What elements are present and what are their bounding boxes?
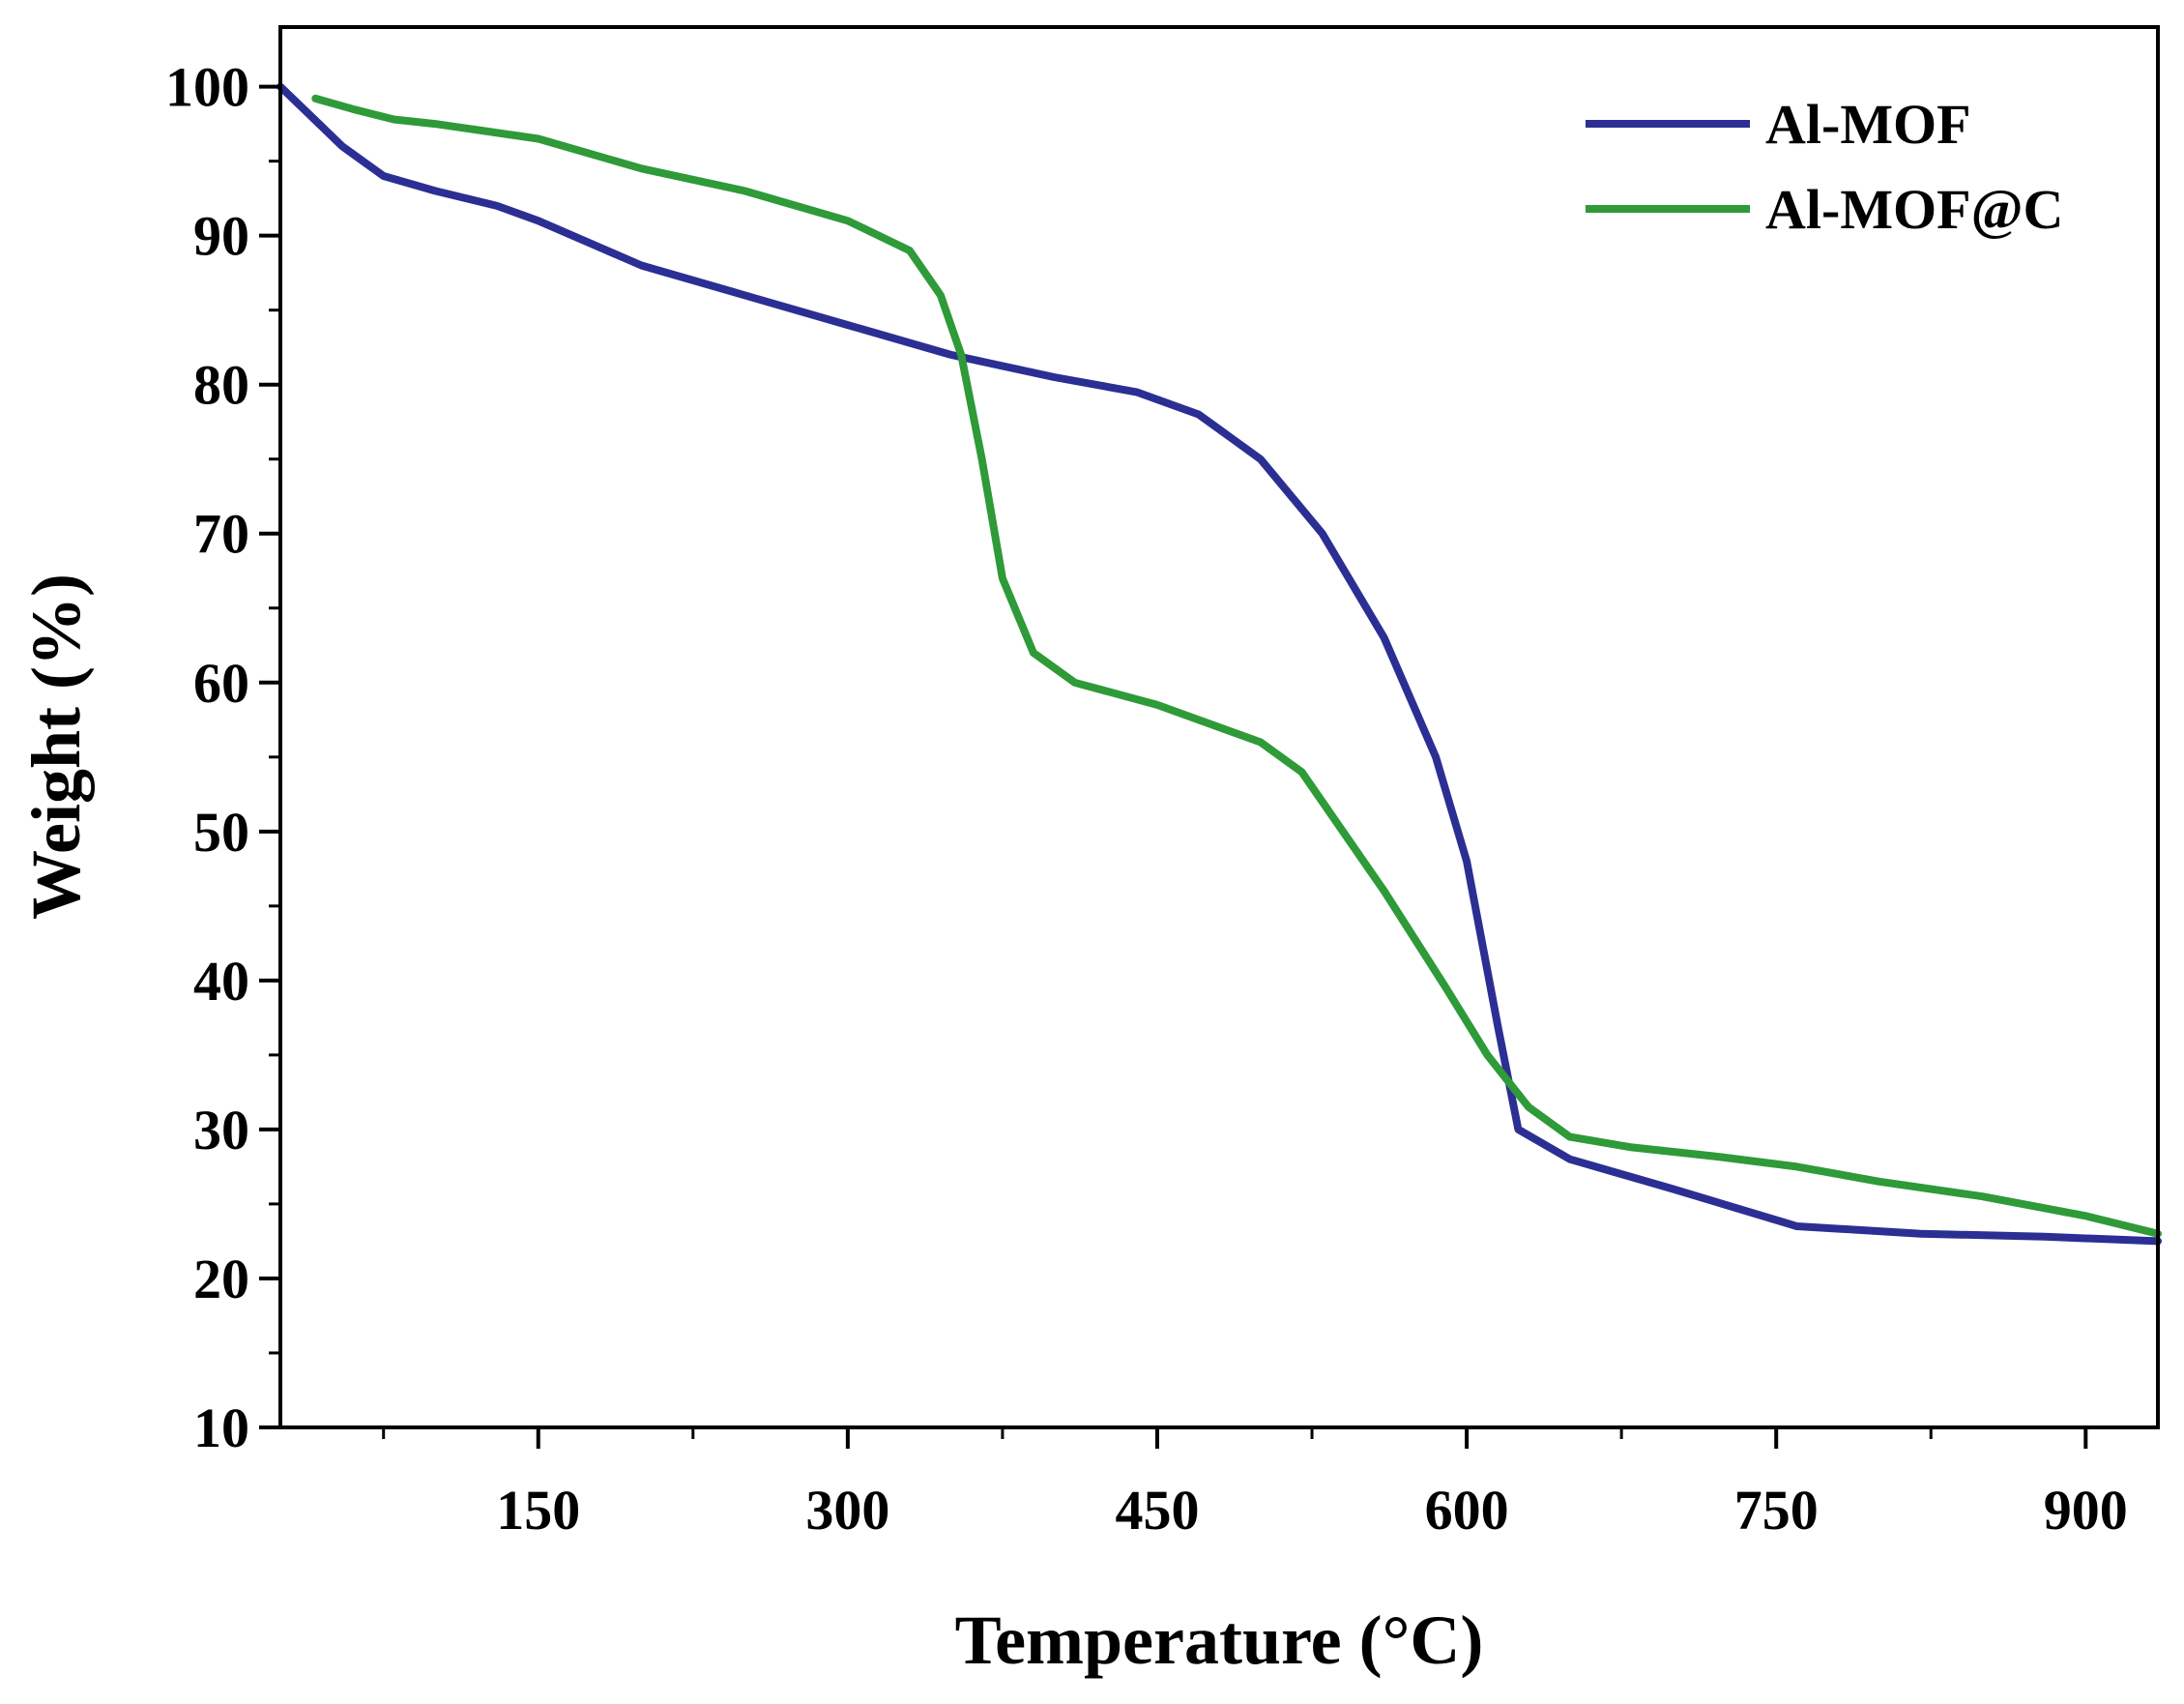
axis-ticks-group: 150 300 450 600 750 900 10 20 30 40 50 60 70 80 90 100: [165, 56, 2128, 1542]
x-tick-label: 300: [805, 1479, 889, 1542]
y-tick-label: 30: [193, 1099, 249, 1161]
series-line-al-mof: [277, 82, 2162, 1246]
legend-label: Al-MOF: [1765, 93, 1971, 156]
y-tick-label: 10: [193, 1396, 249, 1459]
x-tick-label: 450: [1115, 1479, 1199, 1542]
x-tick-label: 600: [1425, 1479, 1509, 1542]
plot-frame: [278, 25, 2160, 1429]
y-tick-label: 90: [193, 205, 249, 268]
y-tick-label: 70: [193, 503, 249, 566]
legend: Al-MOF Al-MOF@C: [1586, 93, 2063, 241]
y-tick-label: 100: [165, 56, 249, 119]
plot-series-group: [277, 82, 2162, 1246]
x-axis-title: Temperature (°C): [955, 1601, 1484, 1679]
y-tick-label: 40: [193, 950, 249, 1013]
x-tick-label: 900: [2044, 1479, 2128, 1542]
y-tick-label: 60: [193, 652, 249, 715]
y-tick-label: 20: [193, 1248, 249, 1310]
y-tick-label: 80: [193, 354, 249, 417]
y-axis-title: Weight (%): [17, 573, 95, 920]
x-tick-label: 150: [496, 1479, 580, 1542]
y-tick-label: 50: [193, 801, 249, 864]
legend-label: Al-MOF@C: [1765, 178, 2063, 241]
series-line-al-mof-c: [311, 94, 2162, 1238]
x-tick-label: 750: [1734, 1479, 1819, 1542]
